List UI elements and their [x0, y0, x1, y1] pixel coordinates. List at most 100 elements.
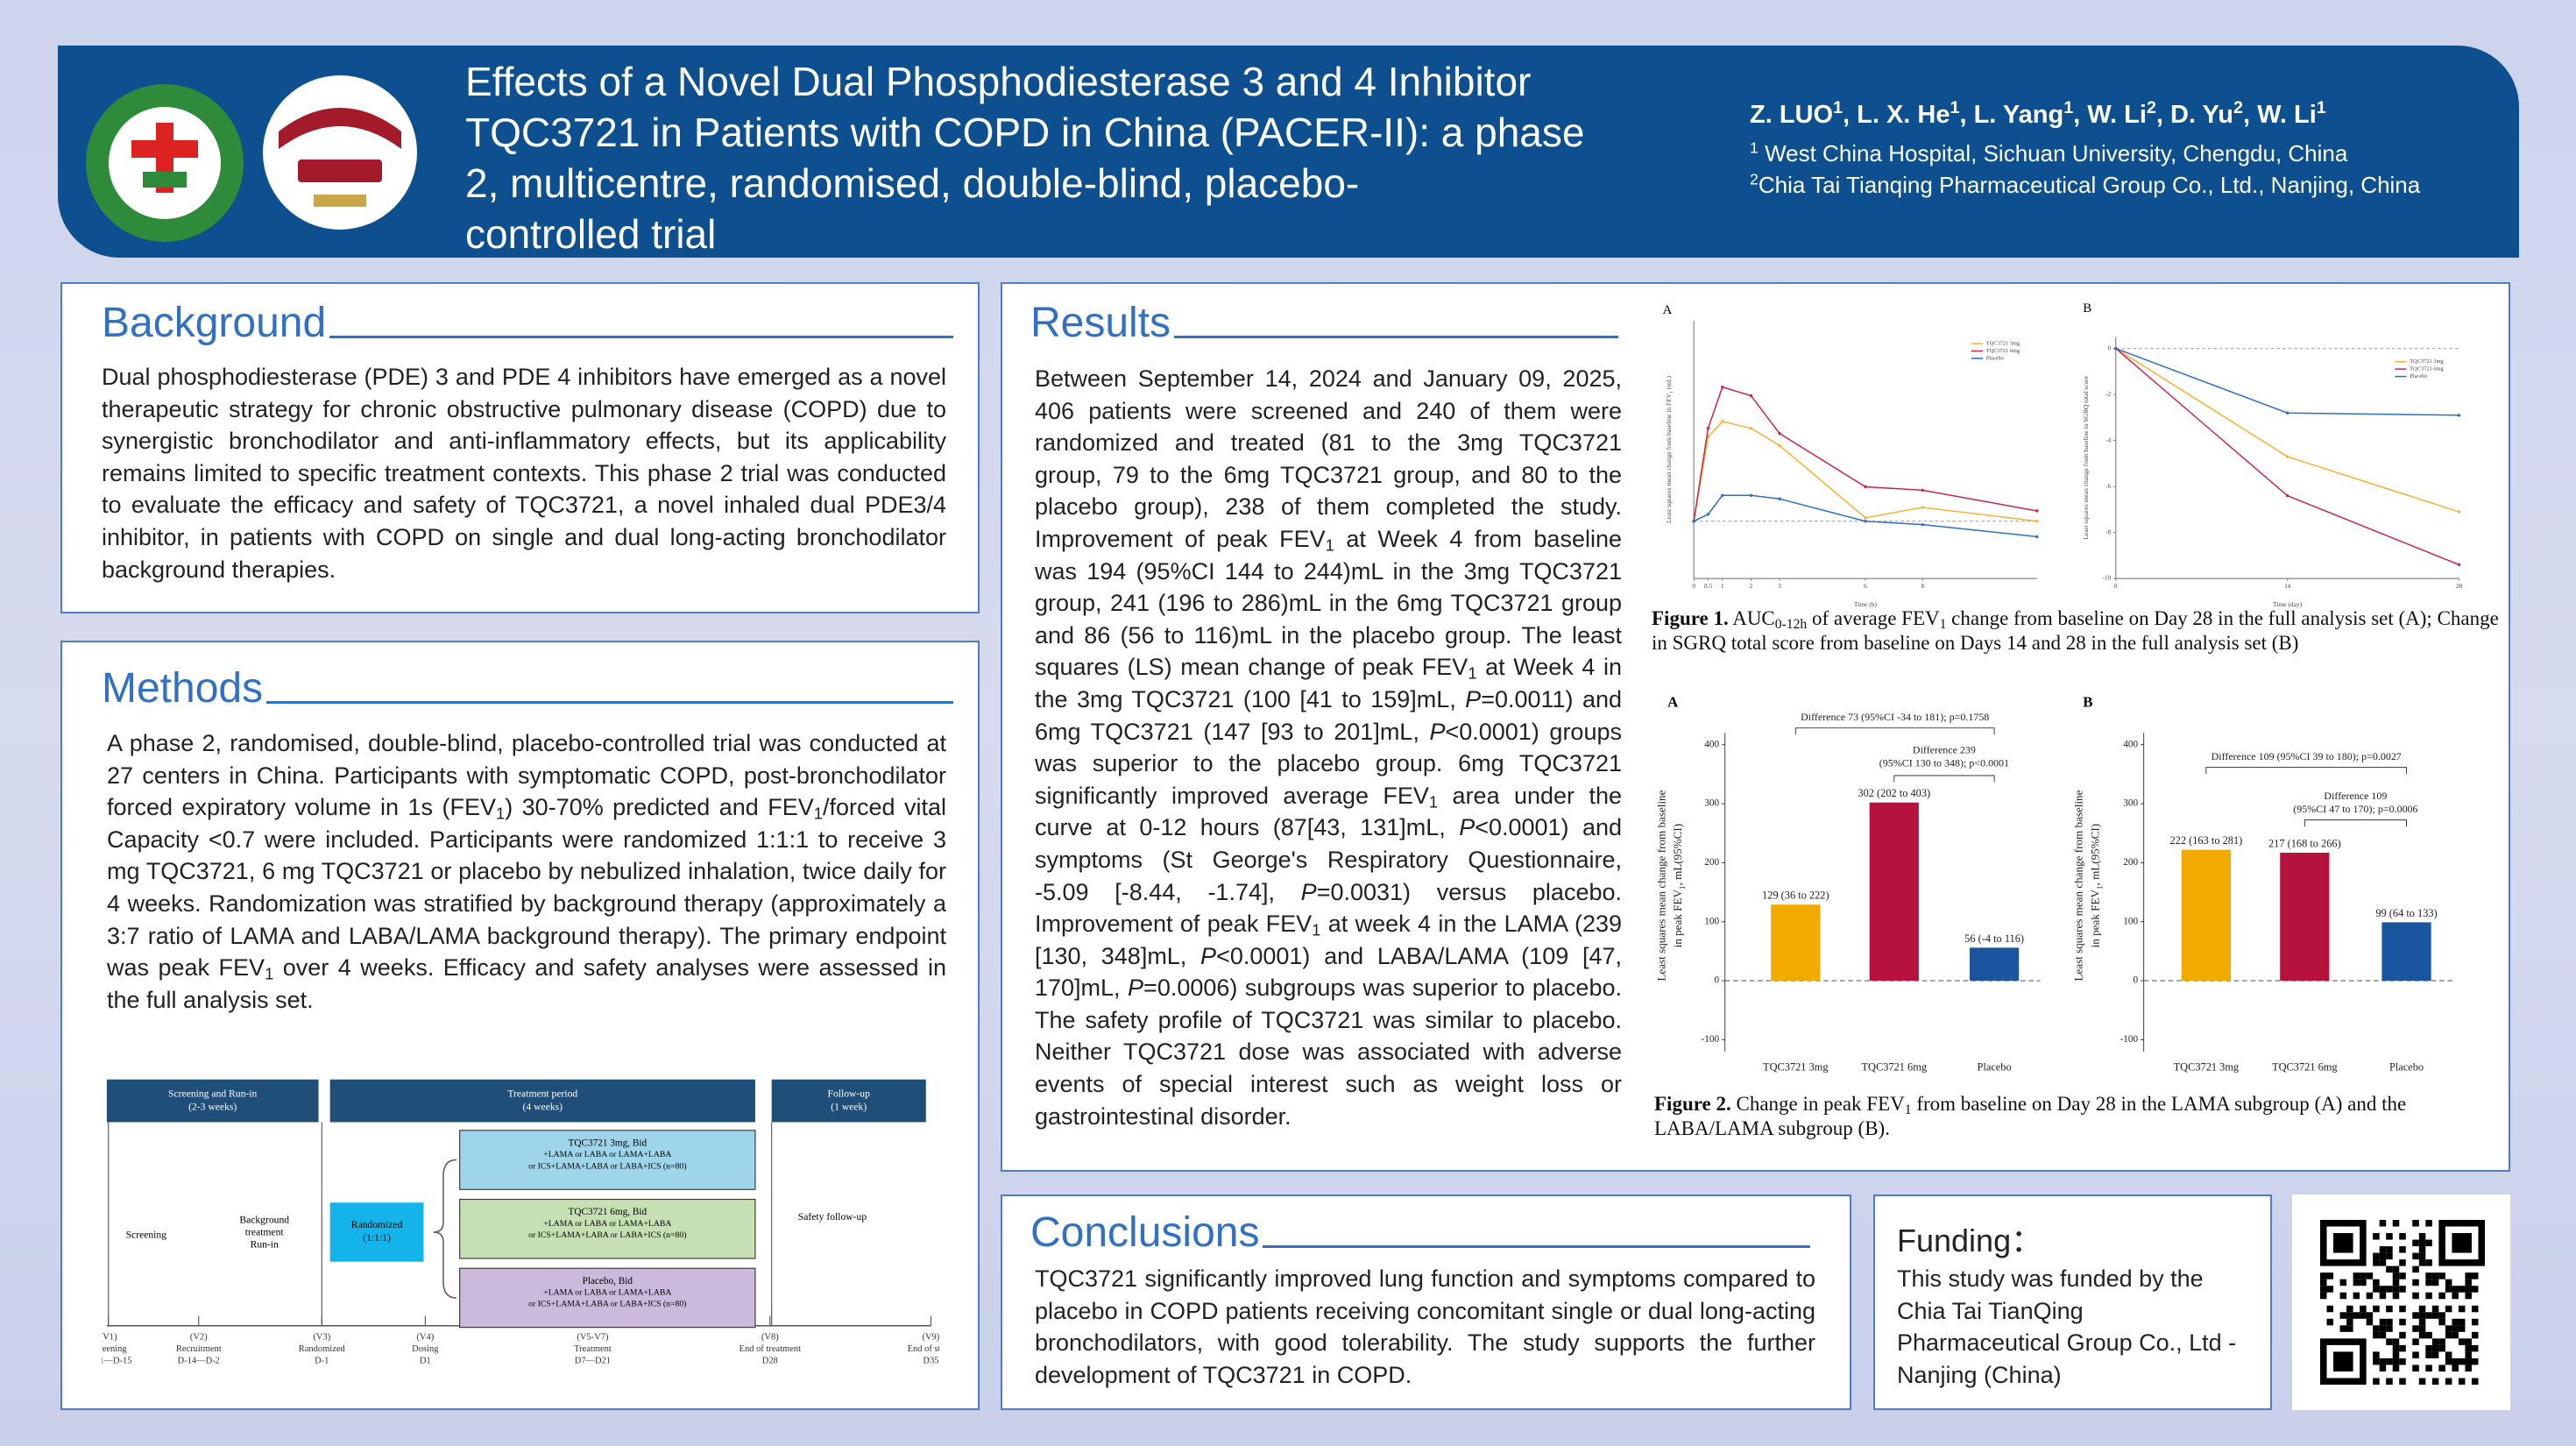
- qr-module: [2418, 1318, 2426, 1326]
- text-run: =0.0011) and 6mg TQC3721 (147 [93 to 201…: [1035, 685, 1622, 745]
- point: [2114, 347, 2118, 351]
- italic-text: P: [1200, 942, 1217, 969]
- logo-arch: [279, 108, 401, 149]
- qr-module: [2379, 1286, 2387, 1293]
- qr-module: [2373, 1351, 2380, 1358]
- y-axis-label: Least squares mean change from baseline …: [1665, 375, 1674, 523]
- qr-module: [2452, 1318, 2459, 1326]
- qr-module: [2373, 1279, 2380, 1287]
- y-tick-label: 400: [1704, 739, 1719, 749]
- visit-label: (V5-V7): [577, 1332, 609, 1342]
- value-label: 217 (168 to 266): [2268, 837, 2341, 849]
- qr-module: [2438, 1344, 2445, 1352]
- visit-label: (V9): [923, 1332, 939, 1342]
- subscript: 1: [495, 804, 506, 823]
- qr-module: [2465, 1292, 2472, 1300]
- point: [1921, 488, 1924, 493]
- text-run: =0.0031) versus placebo. Improvement of …: [1035, 878, 1622, 938]
- qr-module: [2366, 1292, 2374, 1300]
- visit-label: Screening: [102, 1344, 127, 1354]
- series-line: [1693, 494, 2037, 538]
- arm-text: Placebo, Bid: [583, 1276, 633, 1287]
- qr-module: [2431, 1312, 2439, 1319]
- y-tick-label: 100: [1704, 916, 1719, 926]
- qr-module: [2379, 1325, 2387, 1332]
- bar: [1771, 904, 1821, 982]
- text-run: Least squares mean change from baseline …: [1665, 393, 1673, 523]
- series-line: [2115, 348, 2459, 513]
- qr-module: [2431, 1378, 2439, 1385]
- category-label: TQC3721 6mg: [1862, 1060, 1928, 1073]
- text-run: ) 30-70% predicted and FEV: [505, 794, 814, 821]
- qr-module: [2373, 1378, 2380, 1385]
- logos: [86, 75, 417, 242]
- point: [1921, 506, 1924, 509]
- subscript: 1: [2095, 885, 2104, 890]
- x-axis-label: Time (h): [1854, 600, 1878, 608]
- run-in-label: treatment: [245, 1227, 285, 1238]
- qr-module: [2373, 1305, 2380, 1313]
- qr-module: [2471, 1378, 2479, 1385]
- qr-module: [2392, 1338, 2400, 1345]
- title-line: 2, multicentre, randomised, double-blind…: [465, 160, 1360, 206]
- qr-finder: [2333, 1351, 2353, 1372]
- legend-label: TQC3721 3mg: [2410, 358, 2444, 365]
- title-line: controlled trial: [465, 211, 717, 257]
- panel-label: B: [2083, 301, 2091, 315]
- bold-text: Figure 1.: [1652, 607, 1729, 629]
- panel-label: A: [1663, 303, 1673, 317]
- superscript: 2: [2146, 98, 2156, 118]
- italic-text: P: [1429, 718, 1446, 745]
- qr-module: [2399, 1286, 2406, 1293]
- subscript: 1: [1468, 663, 1477, 683]
- qr-module: [2431, 1338, 2439, 1345]
- bar: [2181, 849, 2231, 982]
- qr-module: [2366, 1272, 2374, 1279]
- x-axis-label: Time (day): [2273, 600, 2303, 608]
- qr-module: [2438, 1338, 2445, 1345]
- qr-module: [2392, 1279, 2400, 1287]
- qr-module: [2425, 1344, 2432, 1352]
- qr-module: [2392, 1344, 2400, 1352]
- y-tick-label: 0: [2133, 975, 2138, 986]
- screening-label: Screening: [126, 1229, 167, 1240]
- subscript: 1: [1669, 391, 1674, 393]
- visit-label: (V3): [313, 1332, 330, 1342]
- category-label: TQC3721 3mg: [1763, 1060, 1829, 1073]
- x-tick-label: 0: [1692, 583, 1695, 590]
- superscript: 2: [2233, 98, 2243, 118]
- visit-label: D-1: [315, 1356, 329, 1365]
- qr-module: [2465, 1344, 2472, 1352]
- qr-module: [2379, 1220, 2387, 1227]
- point: [1778, 431, 1781, 436]
- qr-module: [2418, 1325, 2426, 1332]
- logo-circle: [263, 75, 417, 230]
- phase-text: Follow-up: [828, 1088, 871, 1099]
- legend-label: TQC3721 6mg: [1986, 348, 2020, 354]
- qr-module: [2320, 1292, 2327, 1300]
- qr-module: [2386, 1305, 2393, 1313]
- qr-module: [2465, 1338, 2472, 1345]
- point: [2285, 411, 2289, 415]
- qr-module: [2445, 1305, 2452, 1313]
- italic-text: P: [1300, 878, 1317, 905]
- qr-module: [2373, 1331, 2380, 1339]
- funding-panel: [1873, 1194, 2272, 1410]
- point: [1706, 427, 1710, 430]
- qr-module: [2386, 1357, 2393, 1365]
- qr-module: [2412, 1292, 2419, 1300]
- qr-module: [2425, 1272, 2432, 1279]
- qr-module: [2399, 1246, 2406, 1253]
- qr-module: [2452, 1331, 2459, 1339]
- point: [1721, 420, 1724, 423]
- arm-text: +LAMA or LABA or LAMA+LABA: [543, 1150, 671, 1159]
- heading-rule: [266, 701, 953, 704]
- qr-module: [2471, 1331, 2479, 1339]
- bracket: [1893, 775, 1995, 783]
- series-line: [1693, 386, 2037, 521]
- authors: Z. LUO1, L. X. He1, L. Yang1, W. Li2, D.…: [1750, 98, 2326, 130]
- annotation: Difference 73 (95%CI -34 to 181); p=0.17…: [1801, 711, 1989, 723]
- qr-module: [2326, 1286, 2334, 1293]
- qr-module: [2418, 1246, 2426, 1253]
- qr-module: [2471, 1305, 2479, 1313]
